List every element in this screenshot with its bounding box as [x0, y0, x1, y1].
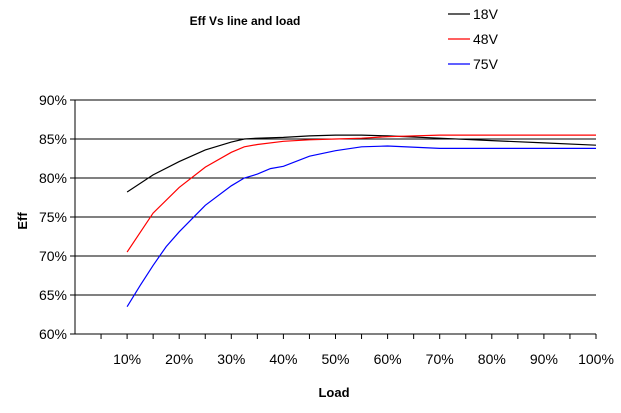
x-tick-label: 70% — [426, 351, 454, 367]
series-line-18V — [126, 134, 597, 193]
x-axis-title: Load — [318, 385, 349, 400]
y-tick-label: 75% — [39, 209, 67, 225]
x-tick-label: 100% — [578, 351, 614, 367]
y-tick-label: 65% — [39, 287, 67, 303]
x-tick-label: 30% — [217, 351, 245, 367]
axes — [70, 99, 597, 339]
y-tick-label: 80% — [39, 170, 67, 186]
series-line-75V — [126, 145, 596, 308]
x-tick-label: 60% — [374, 351, 402, 367]
x-tick-label: 20% — [165, 351, 193, 367]
y-tick-label: 60% — [39, 326, 67, 342]
x-tick-label: 40% — [269, 351, 297, 367]
y-tick-label: 70% — [39, 248, 67, 264]
legend-label-75V: 75V — [473, 56, 499, 72]
series-group — [126, 134, 597, 308]
y-tick-label: 85% — [39, 131, 67, 147]
chart-title: Eff Vs line and load — [190, 14, 301, 28]
x-tick-label: 90% — [530, 351, 558, 367]
series-line-48V — [126, 134, 596, 253]
x-tick-label: 50% — [321, 351, 349, 367]
y-tick-label: 90% — [39, 92, 67, 108]
y-tick-labels: 60% 65% 70% 75% 80% 85% 90% — [39, 92, 67, 342]
x-tick-label: 10% — [113, 351, 141, 367]
legend: 18V 48V 75V — [448, 6, 499, 72]
x-tick-labels: 10% 20% 30% 40% 50% 60% 70% 80% 90% 100% — [113, 351, 614, 367]
legend-label-48V: 48V — [473, 31, 499, 47]
legend-label-18V: 18V — [473, 6, 499, 22]
y-axis-title: Eff — [15, 212, 30, 230]
x-tick-label: 80% — [478, 351, 506, 367]
